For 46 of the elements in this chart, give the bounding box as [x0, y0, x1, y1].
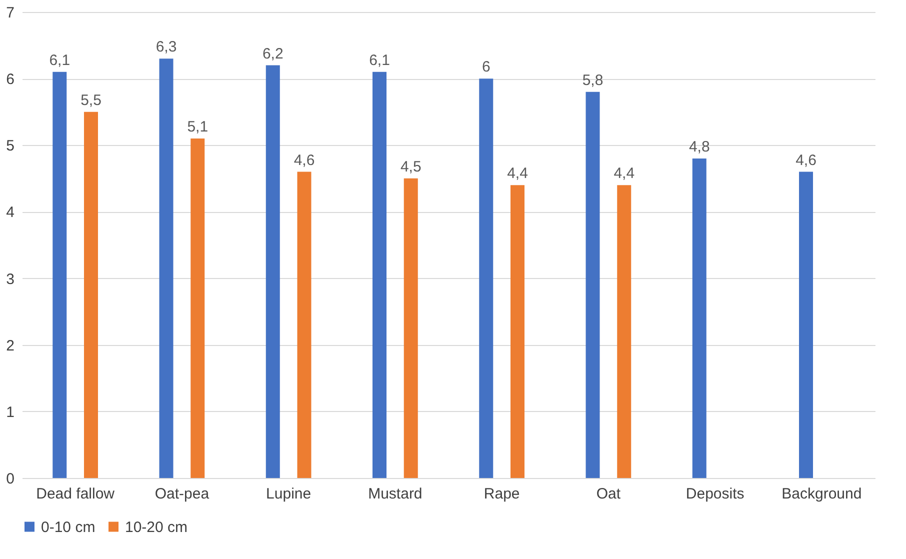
x-tick-label: Mustard — [368, 486, 422, 502]
data-label: 4,8 — [688, 138, 710, 156]
data-label: 6,3 — [156, 38, 177, 56]
bar — [190, 138, 205, 478]
y-tick-label: 6 — [6, 71, 14, 88]
data-label: 4,5 — [400, 158, 422, 176]
y-tick-label: 7 — [6, 4, 14, 22]
data-label: 6,2 — [262, 45, 284, 62]
bar — [510, 185, 524, 478]
bar — [404, 178, 418, 478]
x-tick-label: Background — [782, 486, 862, 502]
data-label: 5,5 — [80, 92, 102, 109]
bar — [692, 158, 706, 478]
data-label: 5,1 — [187, 118, 208, 136]
data-label: 4,4 — [507, 165, 528, 182]
legend-label: 0-10 cm — [41, 518, 96, 536]
bar — [84, 112, 98, 478]
data-label: 4,6 — [294, 152, 315, 169]
bar — [617, 185, 632, 478]
data-label: 6,1 — [369, 52, 390, 69]
bar — [586, 92, 600, 478]
data-label: 6 — [482, 58, 490, 76]
x-tick-label: Lupine — [266, 486, 312, 502]
x-tick-label: Oat-pea — [154, 486, 210, 502]
bar — [479, 78, 494, 478]
bar — [799, 172, 814, 478]
bar — [297, 172, 312, 478]
bar — [52, 72, 67, 478]
bar — [372, 72, 387, 478]
bar — [266, 65, 280, 478]
legend-label: 10-20 cm — [125, 518, 188, 536]
data-label: 4,4 — [614, 165, 635, 182]
x-tick-label: Rape — [484, 486, 520, 502]
y-tick-label: 2 — [6, 337, 14, 354]
y-tick-label: 1 — [6, 404, 14, 421]
data-label: 4,6 — [796, 152, 816, 169]
y-tick-label: 0 — [6, 470, 14, 488]
x-tick-label: Dead fallow — [36, 486, 115, 502]
y-tick-label: 4 — [6, 204, 14, 222]
x-tick-label: Deposits — [686, 486, 744, 502]
data-label: 5,8 — [582, 72, 604, 89]
bar — [159, 58, 174, 478]
y-tick-label: 5 — [6, 138, 14, 155]
y-tick-label: 3 — [6, 270, 14, 288]
x-tick-label: Oat — [596, 486, 622, 502]
data-label: 6,1 — [49, 52, 70, 69]
